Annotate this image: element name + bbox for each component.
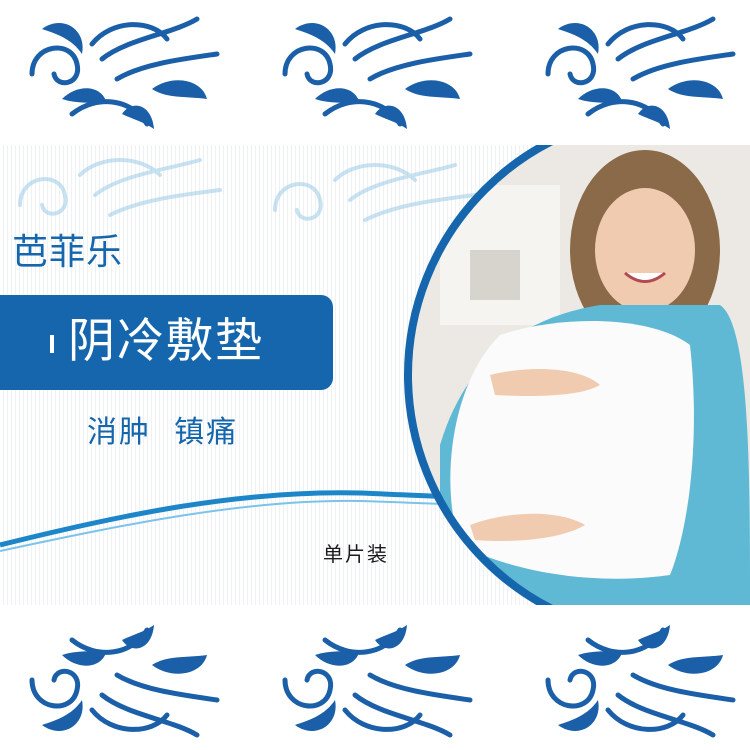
product-banner: 芭菲乐 阴冷敷垫 消肿 镇痛 单片装 bbox=[0, 145, 750, 605]
light-flourish-icon bbox=[273, 163, 477, 222]
flourish-ornament-icon bbox=[282, 16, 473, 129]
product-title: 阴冷敷垫 bbox=[68, 314, 264, 369]
flourish-ornament-icon bbox=[29, 625, 220, 738]
package-type: 单片装 bbox=[323, 542, 389, 566]
flourish-ornament-icon bbox=[545, 16, 736, 129]
brand-name: 芭菲乐 bbox=[12, 232, 124, 273]
flourish-ornament-icon bbox=[282, 625, 473, 738]
light-flourish-icon bbox=[18, 158, 222, 217]
product-benefits: 消肿 镇痛 bbox=[87, 415, 239, 450]
flourish-ornament-icon bbox=[545, 625, 736, 738]
title-bar: 阴冷敷垫 bbox=[0, 295, 333, 390]
top-ornament-row bbox=[0, 0, 750, 145]
pregnant-woman-photo-icon bbox=[404, 145, 750, 605]
title-tick-mark bbox=[50, 335, 54, 353]
flourish-ornament-icon bbox=[29, 16, 220, 129]
bottom-ornament-row bbox=[0, 605, 750, 750]
